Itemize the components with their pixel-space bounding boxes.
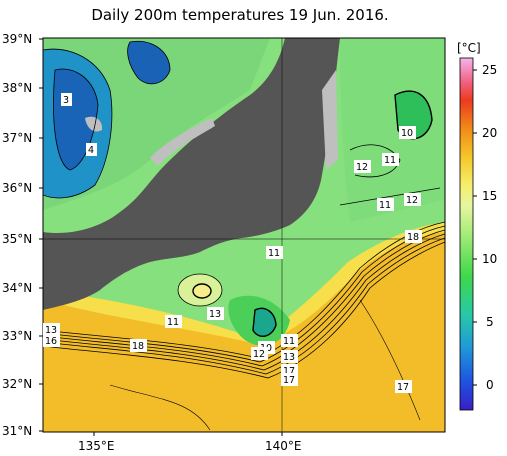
longitude-labels: 135°E 140°E <box>78 439 302 453</box>
svg-text:17: 17 <box>283 375 295 386</box>
svg-text:16: 16 <box>45 336 57 347</box>
lat-label: 35°N <box>2 232 32 246</box>
contour-label: 11 <box>377 198 394 211</box>
contour-label: 12 <box>354 160 371 173</box>
lat-label: 38°N <box>2 81 32 95</box>
colorbar-tick: 15 <box>482 189 497 203</box>
contour-label: 10 <box>399 126 416 139</box>
svg-text:13: 13 <box>45 325 57 336</box>
svg-text:4: 4 <box>88 145 94 156</box>
contour-label: 11 <box>165 315 182 328</box>
lat-label: 36°N <box>2 181 32 195</box>
contour-label: 13 <box>207 307 224 320</box>
contour-label: 13 <box>43 323 60 336</box>
contour-label: 11 <box>266 246 283 259</box>
contour-label: 11 <box>281 334 298 347</box>
svg-text:17: 17 <box>283 366 295 377</box>
colorbar-tick: 20 <box>482 126 497 140</box>
tohoku-no-data <box>322 70 338 170</box>
lon-label: 135°E <box>78 439 115 453</box>
lon-label: 140°E <box>265 439 302 453</box>
colorbar-tick: 0 <box>486 378 494 392</box>
contour-label: 13 <box>281 350 298 363</box>
svg-text:11: 11 <box>167 317 179 328</box>
lat-label: 33°N <box>2 329 32 343</box>
cold-eddy-core <box>253 308 276 337</box>
honshu-land <box>43 38 340 310</box>
colorbar-tick: 5 <box>486 315 494 329</box>
contour-label: 18 <box>130 339 147 352</box>
contour-label: 12 <box>251 347 268 360</box>
svg-text:11: 11 <box>268 248 280 259</box>
svg-text:3: 3 <box>63 95 69 106</box>
colorbar-gradient <box>459 57 474 411</box>
lat-label: 32°N <box>2 377 32 391</box>
colorbar-tick: 25 <box>482 63 497 77</box>
contour-label: 4 <box>86 143 97 156</box>
northeast-water <box>340 38 445 222</box>
colorbar: [°C] 25 20 15 10 5 0 <box>457 41 497 411</box>
svg-text:12: 12 <box>406 195 418 206</box>
svg-text:18: 18 <box>132 341 144 352</box>
contour-label: 17 <box>281 373 298 386</box>
lat-label: 34°N <box>2 281 32 295</box>
colorbar-tick: 10 <box>482 252 497 266</box>
island-no-data <box>85 116 103 132</box>
axis-ticks <box>39 38 283 436</box>
svg-text:12: 12 <box>356 162 368 173</box>
contour-label: 12 <box>404 193 421 206</box>
map-frame <box>42 37 446 433</box>
contour-label-layer: 3 4 10 11 12 11 12 18 11 13 11 10 11 12 … <box>43 93 422 393</box>
map-title: Daily 200m temperatures 19 Jun. 2016. <box>91 6 389 24</box>
japan-sea-cold-north <box>127 41 170 84</box>
contour-label: 3 <box>61 93 72 106</box>
contour-label: 16 <box>43 334 60 347</box>
svg-text:18: 18 <box>407 232 419 243</box>
svg-text:13: 13 <box>283 352 295 363</box>
latitude-labels: 39°N 38°N 37°N 36°N 35°N 34°N 33°N 32°N … <box>2 32 32 438</box>
svg-text:12: 12 <box>253 349 265 360</box>
lat-label: 31°N <box>2 424 32 438</box>
svg-text:17: 17 <box>397 382 409 393</box>
colorbar-unit: [°C] <box>457 41 481 55</box>
coastal-no-data <box>150 118 215 166</box>
svg-text:11: 11 <box>384 155 396 166</box>
contour-label: 11 <box>382 153 399 166</box>
contour-label: 18 <box>405 230 422 243</box>
svg-text:11: 11 <box>283 336 295 347</box>
svg-text:13: 13 <box>209 309 221 320</box>
contour-label: 17 <box>395 380 412 393</box>
svg-text:11: 11 <box>379 200 391 211</box>
svg-text:10: 10 <box>401 128 413 139</box>
lat-label: 37°N <box>2 131 32 145</box>
map-field <box>43 38 445 432</box>
warm-eddy-core <box>193 284 211 298</box>
lat-label: 39°N <box>2 32 32 46</box>
